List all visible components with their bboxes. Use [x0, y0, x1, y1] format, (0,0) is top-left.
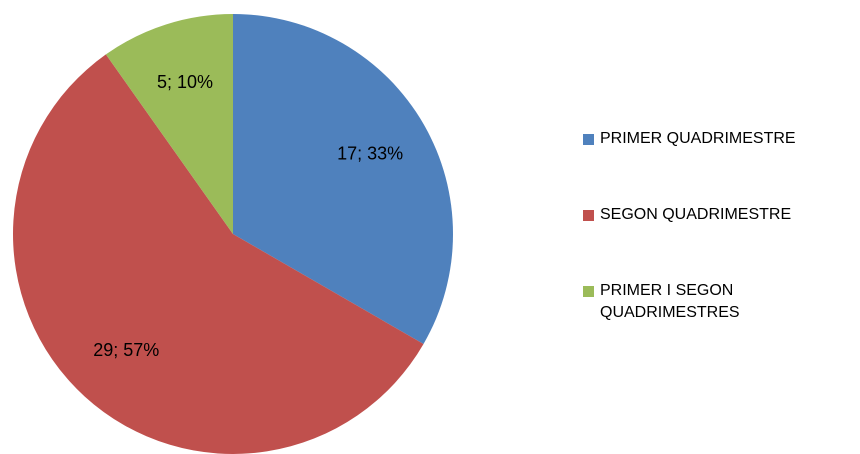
- data-label: 5; 10%: [157, 72, 213, 92]
- legend-swatch: [583, 210, 594, 221]
- legend: PRIMER QUADRIMESTRE SEGON QUADRIMESTRE PRI…: [583, 128, 860, 378]
- legend-item: PRIMER I SEGON QUADRIMESTRES: [583, 280, 800, 324]
- legend-label: SEGON QUADRIMESTRE: [600, 206, 792, 223]
- pie-slice: [233, 14, 453, 344]
- data-label: 17; 33%: [337, 144, 403, 164]
- legend-label: PRIMER I SEGON QUADRIMESTRES: [600, 282, 740, 321]
- legend-item: SEGON QUADRIMESTRE: [583, 204, 860, 226]
- legend-item: PRIMER QUADRIMESTRE: [583, 128, 860, 150]
- pie-slice: [13, 54, 424, 454]
- legend-swatch: [583, 286, 594, 297]
- pie-slice: [105, 14, 233, 234]
- legend-label: PRIMER QUADRIMESTRE: [600, 130, 796, 147]
- legend-swatch: [583, 134, 594, 145]
- data-label: 29; 57%: [93, 340, 159, 360]
